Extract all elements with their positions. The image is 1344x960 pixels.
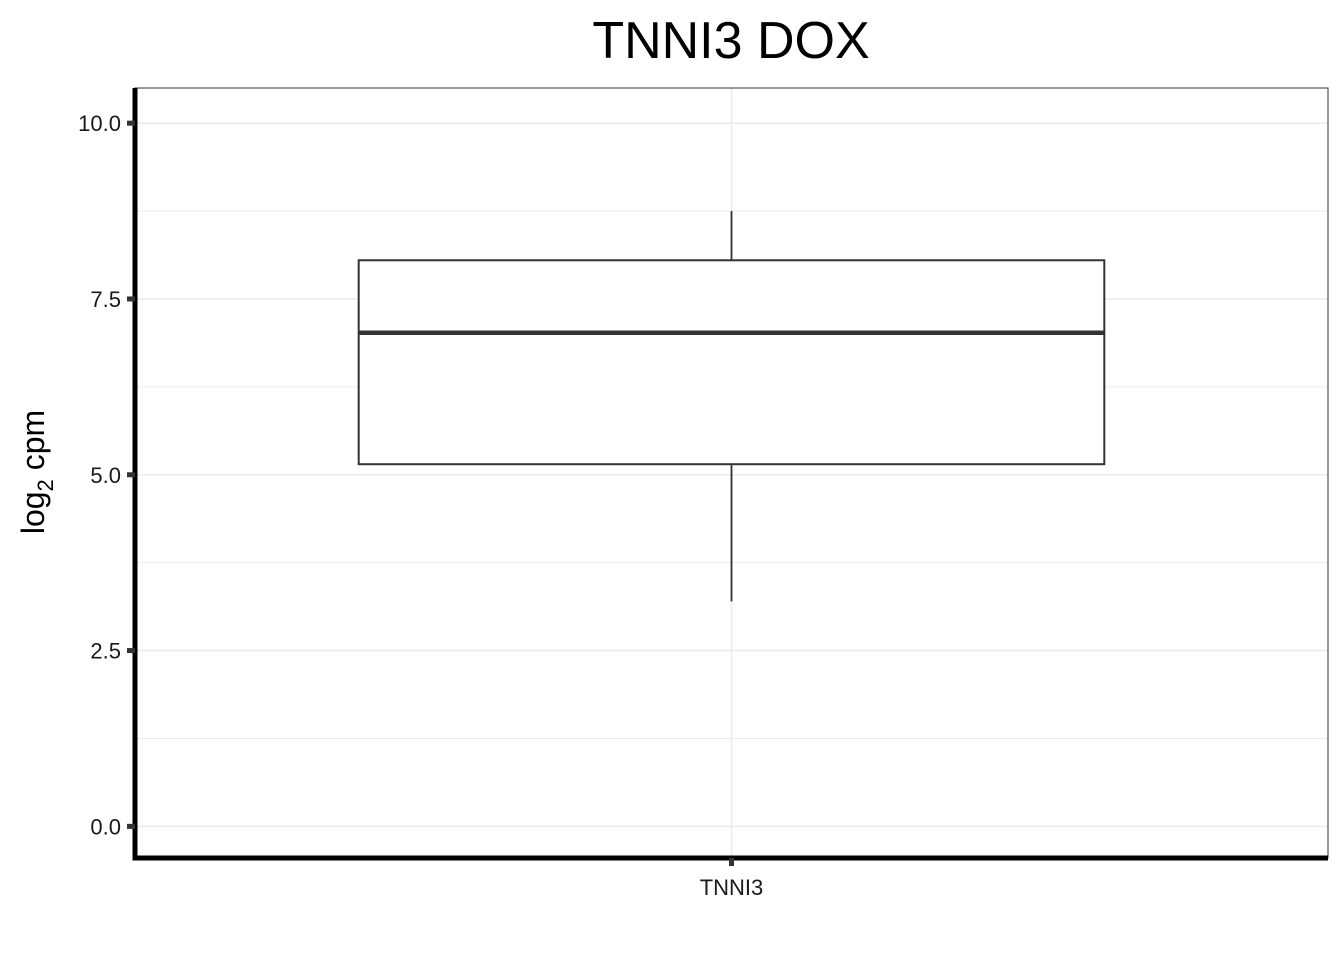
y-tick-label: 7.5	[90, 287, 121, 312]
y-axis-label-rest: cpm	[15, 410, 51, 479]
y-axis-label-sub: 2	[33, 479, 58, 491]
y-axis-label: log2 cpm	[15, 410, 58, 534]
box-iqr	[357, 259, 1106, 466]
y-tick-label: 10.0	[78, 111, 121, 136]
chart-title: TNNI3 DOX	[592, 12, 869, 70]
y-tick-label: 2.5	[90, 639, 121, 664]
y-axis-label-main: log	[15, 491, 51, 534]
y-tick-label: 0.0	[90, 814, 121, 839]
plot-area: 0.0 2.5 5.0 7.5 10.0 TNNI3	[78, 87, 1329, 900]
y-tick-label: 5.0	[90, 463, 121, 488]
x-tick-label: TNNI3	[700, 875, 764, 900]
